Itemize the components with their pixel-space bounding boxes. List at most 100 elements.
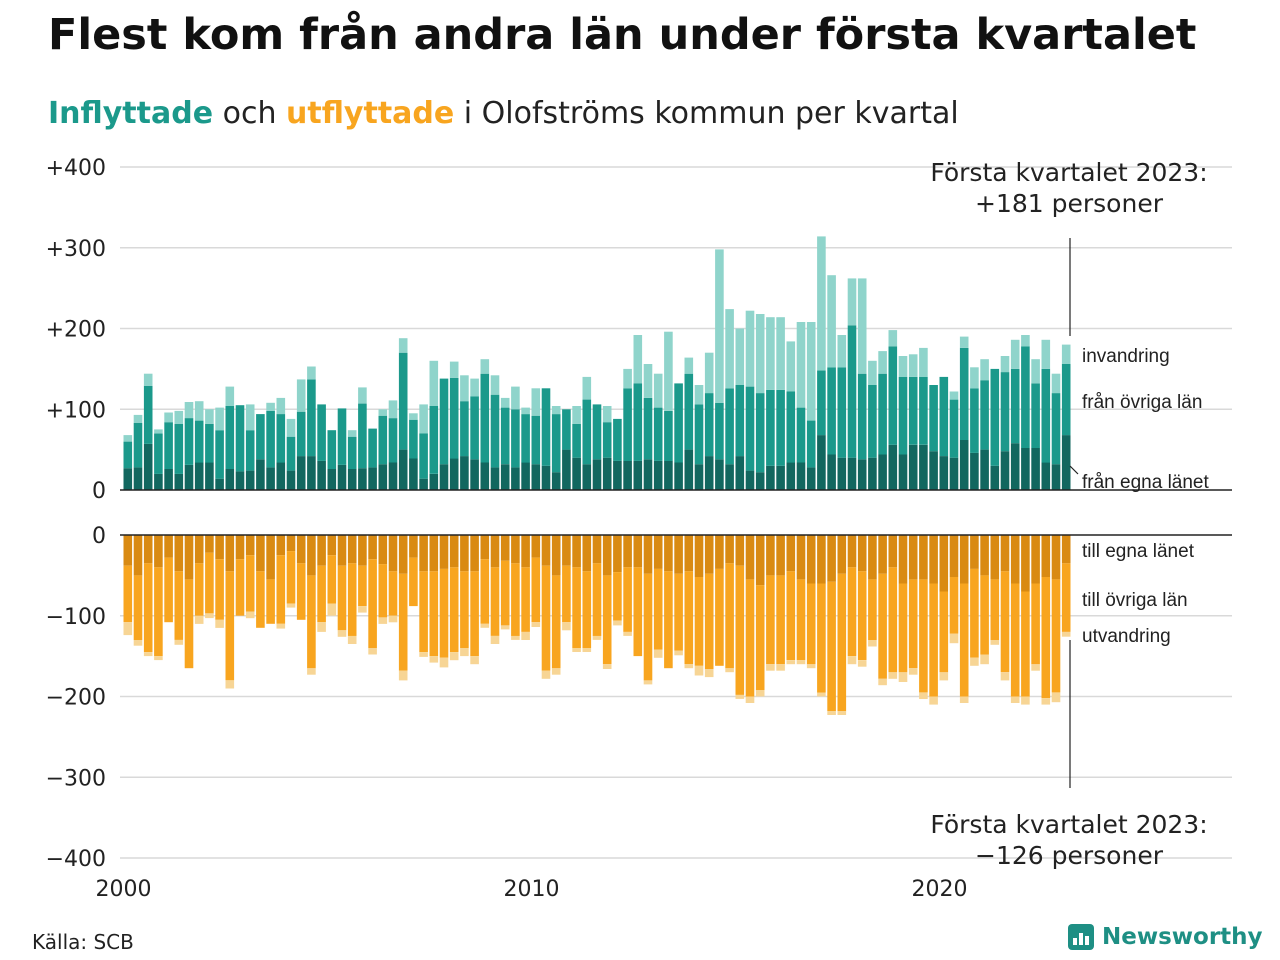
- bar-out_emig: [327, 603, 337, 616]
- bar-out_local: [1041, 535, 1051, 577]
- bar-in_immig: [307, 366, 316, 380]
- bar-in_other: [296, 411, 306, 457]
- bar-out_other: [449, 567, 459, 653]
- bar-in_immig: [633, 335, 643, 384]
- bar-out_emig: [347, 635, 357, 644]
- bar-in_immig: [745, 310, 755, 387]
- bar-in_local: [908, 444, 918, 490]
- bar-out_local: [388, 535, 398, 572]
- bar-out_local: [694, 535, 704, 577]
- bar-in_local: [317, 460, 326, 490]
- bar-in_local: [796, 462, 806, 490]
- bar-out_local: [562, 535, 571, 566]
- bar-in_other: [378, 415, 388, 465]
- bar-out_local: [266, 535, 275, 580]
- bar-out_emig: [786, 660, 796, 665]
- bar-out_other: [317, 565, 326, 623]
- brand-name: Newsworthy: [1102, 924, 1263, 950]
- bar-out_local: [541, 535, 551, 566]
- bar-in_immig: [205, 409, 214, 424]
- bar-in_local: [123, 468, 133, 490]
- bar-out_local: [154, 535, 163, 568]
- bar-out_emig: [704, 669, 714, 678]
- bar-out_other: [286, 551, 296, 604]
- bar-in_immig: [715, 249, 724, 403]
- bar-in_other: [1041, 368, 1051, 463]
- subtitle-inflyttade: Inflyttade: [48, 96, 214, 131]
- bar-in_local: [847, 457, 857, 490]
- bar-in_immig: [225, 386, 235, 406]
- bar-out_local: [551, 535, 561, 576]
- bar-in_other: [1010, 368, 1020, 444]
- bar-in_local: [500, 464, 510, 490]
- annotation-bottom-text: −126 personer: [975, 841, 1164, 870]
- bar-in_local: [194, 462, 204, 490]
- bar-out_other: [959, 583, 969, 697]
- bar-out_local: [1010, 535, 1020, 584]
- bar-in_local: [551, 472, 561, 490]
- bar-in_immig: [959, 336, 969, 348]
- bar-out_local: [133, 535, 143, 576]
- bar-in_local: [1041, 462, 1051, 490]
- bar-out_other: [296, 563, 306, 620]
- bar-out_emig: [939, 672, 949, 681]
- bar-out_other: [857, 571, 867, 661]
- y-tick-label-top: +100: [46, 398, 106, 423]
- bar-in_other: [970, 388, 979, 453]
- bar-out_other: [154, 567, 163, 657]
- bar-in_other: [449, 377, 459, 459]
- bar-out_local: [276, 535, 286, 556]
- bar-in_other: [949, 399, 959, 458]
- bar-out_emig: [449, 652, 459, 661]
- bar-out_other: [643, 573, 653, 681]
- legend-label-top: från övriga län: [1082, 392, 1202, 413]
- bar-in_immig: [837, 335, 847, 368]
- bar-out_local: [939, 535, 949, 592]
- bar-in_other: [582, 399, 592, 465]
- bar-in_other: [613, 418, 622, 461]
- bar-in_other: [511, 409, 520, 468]
- bar-in_immig: [970, 367, 979, 389]
- bar-in_local: [205, 462, 214, 490]
- bar-in_other: [215, 430, 224, 479]
- bar-in_immig: [766, 317, 775, 390]
- bar-out_local: [215, 535, 224, 560]
- bar-in_other: [317, 404, 326, 461]
- bar-out_local: [225, 535, 235, 572]
- bar-out_local: [766, 535, 775, 576]
- bar-in_immig: [623, 368, 632, 389]
- x-tick-label: 2010: [504, 877, 560, 902]
- bar-out_emig: [1031, 664, 1040, 671]
- bar-out_other: [623, 567, 632, 632]
- bar-out_emig: [837, 711, 847, 715]
- bar-in_other: [409, 419, 418, 459]
- bar-in_local: [766, 465, 775, 490]
- bar-in_immig: [582, 376, 592, 400]
- bar-in_other: [123, 441, 133, 469]
- annotations: Första kvartalet 2023:+181 personerFörst…: [930, 158, 1209, 870]
- bar-out_other: [766, 575, 775, 665]
- bar-in_immig: [827, 275, 836, 368]
- bar-out_local: [582, 535, 592, 572]
- bar-in_local: [327, 469, 337, 490]
- bar-out_local: [888, 535, 898, 568]
- bar-out_emig: [1010, 696, 1020, 703]
- bar-in_immig: [296, 379, 306, 412]
- bar-out_other: [806, 583, 816, 665]
- bar-in_immig: [194, 401, 204, 421]
- bar-in_other: [439, 378, 449, 465]
- newsworthy-logo-icon: [1068, 924, 1094, 950]
- bar-out_local: [949, 535, 959, 577]
- bar-out_emig: [143, 652, 153, 657]
- bar-out_emig: [970, 657, 979, 666]
- bar-out_other: [245, 555, 255, 612]
- bar-in_local: [623, 460, 632, 490]
- bar-in_local: [806, 467, 816, 490]
- bar-in_local: [776, 465, 785, 490]
- bar-in_local: [286, 470, 296, 490]
- bar-out_other: [776, 575, 785, 665]
- bar-out_local: [1000, 535, 1010, 572]
- bar-in_other: [256, 414, 265, 460]
- bar-in_other: [592, 404, 602, 460]
- bar-out_local: [398, 535, 408, 574]
